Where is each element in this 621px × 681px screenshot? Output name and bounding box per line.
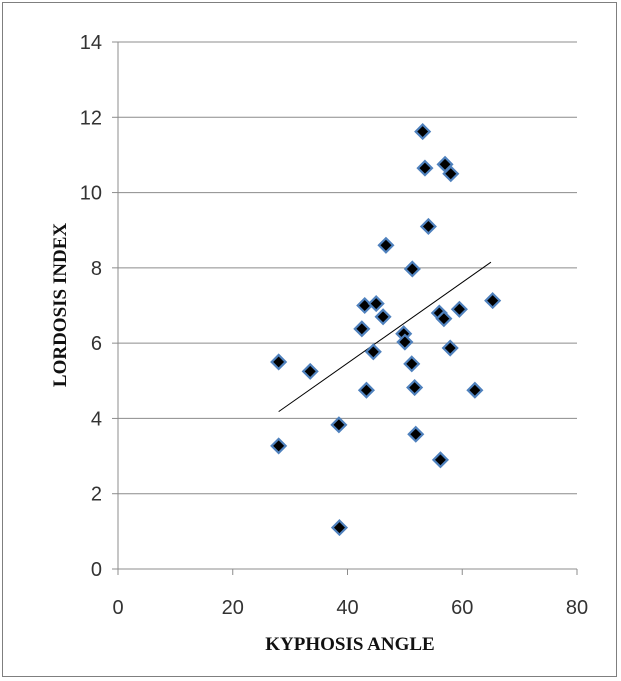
data-point-28 [466,381,484,399]
data-point-0 [270,353,288,371]
data-point-29 [484,292,502,310]
x-tick-label-20: 20 [222,597,244,619]
data-point-25 [441,339,459,357]
gridlines [118,41,577,495]
x-tick-label-0: 0 [112,597,123,619]
data-point-18 [414,123,432,141]
x-tick-label-40: 40 [336,597,358,619]
data-point-9 [367,295,385,313]
data-point-10 [374,308,392,326]
data-point-20 [419,217,437,236]
x-tick-label-60: 60 [451,597,473,619]
x-tick-label-80: 80 [566,597,588,619]
data-point-11 [377,236,395,254]
data-points [270,123,502,537]
y-tick-label-12: 12 [80,107,102,129]
data-point-15 [403,260,421,278]
trendline [278,261,492,413]
y-tick-label-4: 4 [91,408,102,430]
data-point-8 [364,343,382,361]
data-point-16 [406,379,424,397]
data-point-5 [353,320,371,338]
data-point-2 [301,362,319,380]
data-point-13 [396,333,414,351]
data-point-22 [431,451,450,469]
trendline-group [278,261,492,413]
x-axis-title: KYPHOSIS ANGLE [265,634,434,655]
data-point-14 [403,355,421,373]
data-point-7 [357,381,375,399]
data-point-19 [416,159,434,177]
data-point-26 [442,165,460,183]
tick-labels: 0 2 4 6 8 10 12 14 0 20 40 60 80 [80,32,588,619]
data-point-3 [330,416,348,434]
y-tick-label-0: 0 [91,559,102,581]
data-point-1 [270,437,288,455]
y-tick-label-8: 8 [91,258,102,280]
y-tick-label-14: 14 [80,32,102,54]
y-tick-label-10: 10 [80,183,102,205]
y-tick-label-6: 6 [91,333,102,355]
data-point-27 [450,300,468,318]
y-tick-label-2: 2 [91,484,102,506]
data-point-23 [435,310,453,328]
y-axis-title: LORDOSIS INDEX [50,223,71,387]
axes [112,41,578,575]
data-point-17 [407,425,425,443]
data-point-4 [330,519,349,537]
